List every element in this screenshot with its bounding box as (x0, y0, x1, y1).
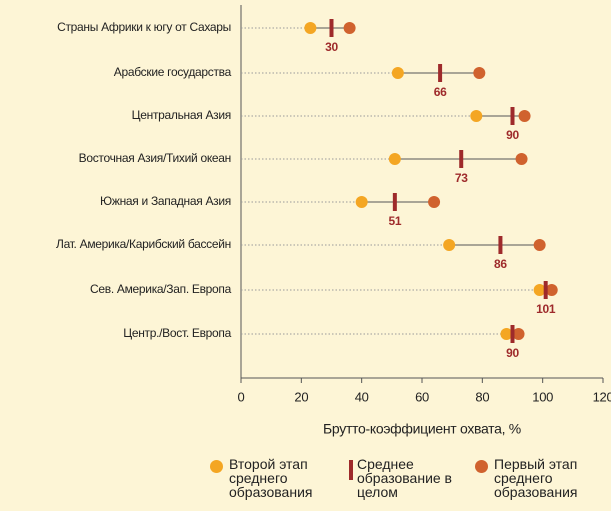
x-tick-label: 40 (355, 389, 369, 404)
legend-label: Второй этап среднего образования (229, 456, 313, 500)
category-label: Лат. Америка/Карибский бассейн (56, 237, 231, 251)
value-label: 51 (388, 214, 401, 228)
dot (500, 328, 513, 340)
category-label: Страны Африки к югу от Сахары (57, 20, 231, 34)
dot (533, 239, 546, 251)
x-tick-label: 60 (415, 389, 429, 404)
mean-marker (438, 64, 443, 82)
value-label: 90 (506, 128, 519, 142)
value-label: 30 (325, 40, 338, 54)
dot (428, 196, 441, 208)
category-label: Арабские государства (114, 65, 232, 79)
value-label: 73 (455, 171, 468, 185)
category-label: Центр./Вост. Европа (123, 326, 231, 340)
dot (391, 67, 404, 79)
x-tick-label: 120 (593, 389, 611, 404)
mean-marker (498, 236, 503, 254)
dot (515, 153, 528, 165)
legend-swatch (210, 460, 223, 473)
value-label: 66 (434, 85, 447, 99)
dot (443, 239, 456, 251)
legend-swatch (349, 460, 353, 480)
category-label: Восточная Азия/Тихий океан (79, 151, 231, 165)
value-label: 86 (494, 257, 507, 271)
legend-swatch (475, 460, 488, 473)
x-tick-label: 0 (238, 389, 245, 404)
x-tick-label: 100 (532, 389, 553, 404)
mean-marker (510, 325, 515, 343)
mean-marker (459, 150, 464, 168)
mean-marker (510, 107, 515, 125)
legend-label: Первый этап среднего образования (494, 456, 578, 500)
category-label: Южная и Западная Азия (100, 194, 231, 208)
dot (304, 22, 317, 34)
mean-marker (543, 281, 548, 299)
mean-marker (392, 193, 397, 211)
dot (518, 110, 531, 122)
mean-marker (329, 19, 334, 37)
legend-label: Среднее образование в целом (357, 456, 452, 500)
dot (343, 22, 356, 34)
x-tick-label: 20 (294, 389, 308, 404)
dot (533, 284, 546, 296)
dot (512, 328, 525, 340)
category-label: Сев. Америка/Зап. Европа (90, 282, 232, 296)
dot (388, 153, 401, 165)
dot (545, 284, 558, 296)
dot (470, 110, 483, 122)
x-tick-label: 80 (475, 389, 489, 404)
category-label: Центральная Азия (132, 108, 231, 122)
value-label: 101 (536, 302, 556, 316)
value-label: 90 (506, 346, 519, 360)
x-axis-label: Брутто-коэффициент охвата, % (323, 421, 521, 437)
dot (473, 67, 486, 79)
dot (355, 196, 368, 208)
